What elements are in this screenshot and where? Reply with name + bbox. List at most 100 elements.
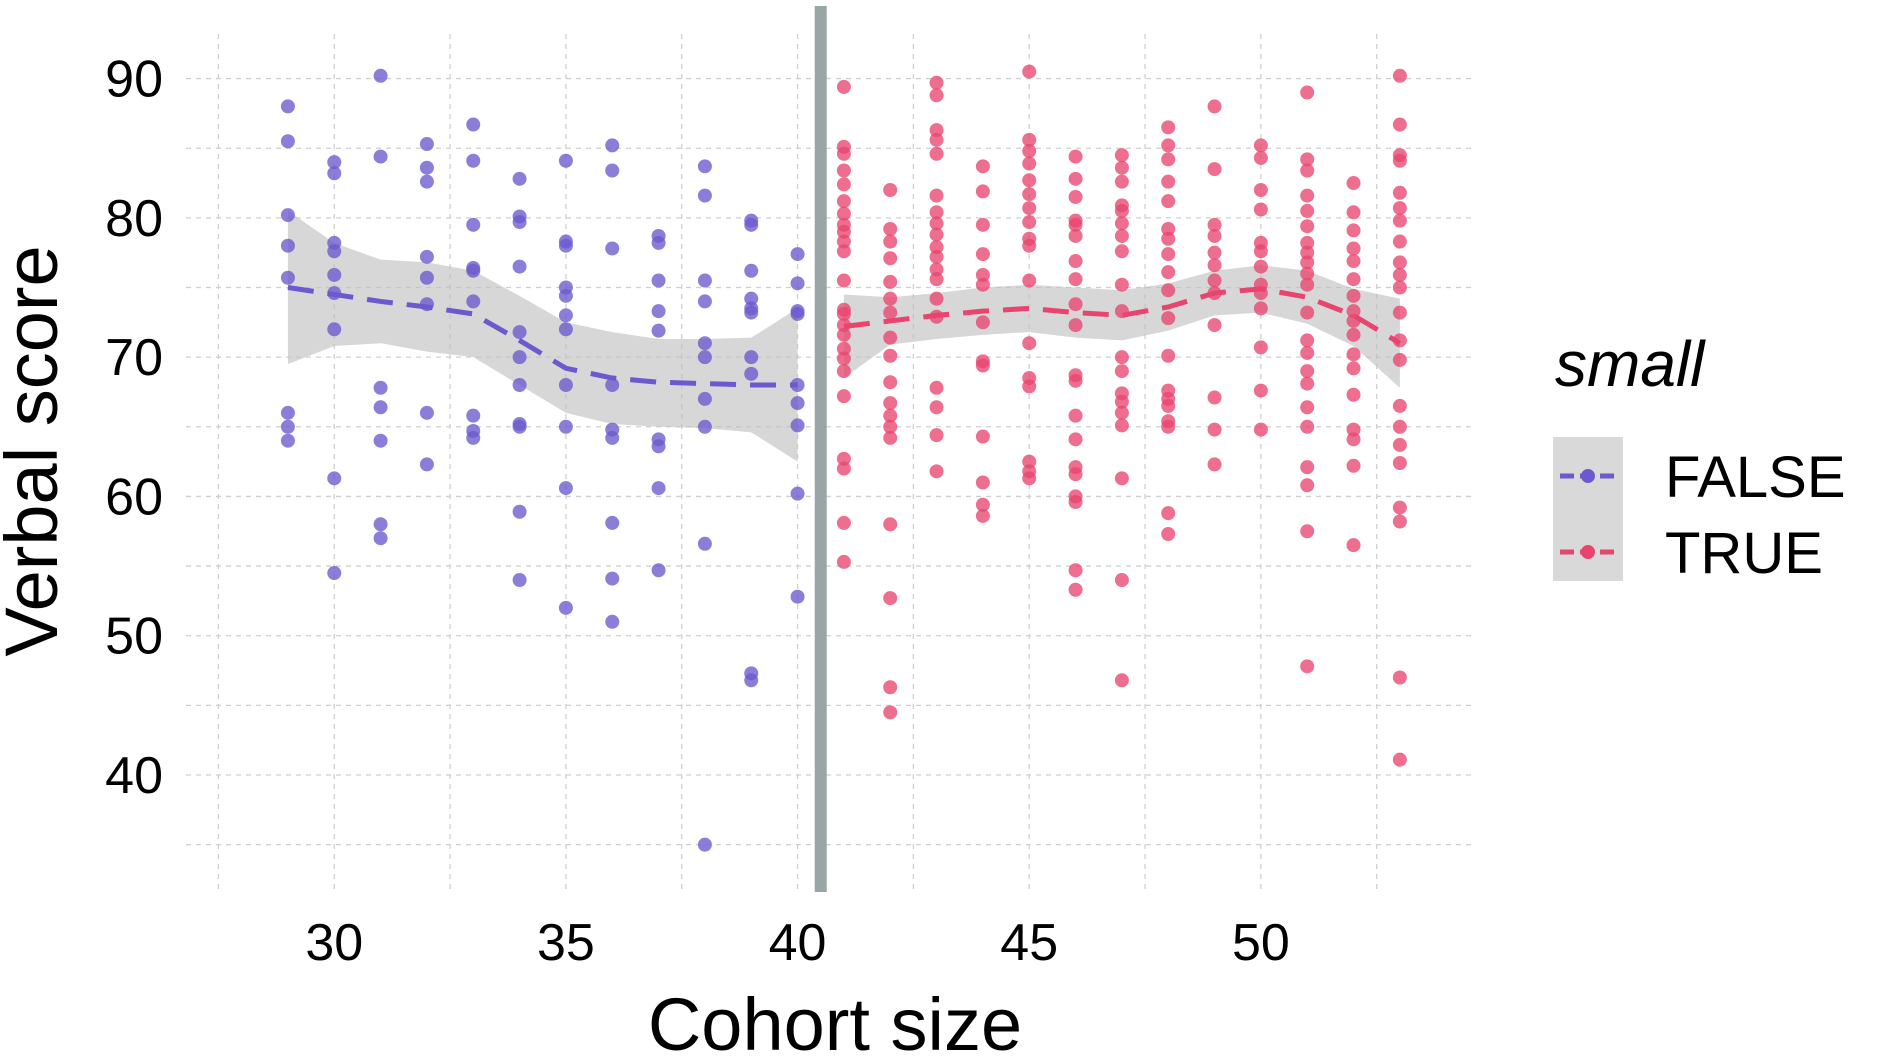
data-point-true <box>1300 400 1315 415</box>
data-point-false <box>744 673 759 688</box>
data-point-true <box>1392 752 1407 767</box>
data-point-true <box>1068 373 1083 388</box>
data-point-true <box>883 251 898 266</box>
data-point-true <box>929 428 944 443</box>
data-point-true <box>883 330 898 345</box>
data-point-true <box>836 79 851 94</box>
data-point-false <box>558 238 573 253</box>
data-point-true <box>929 146 944 161</box>
data-point-true <box>836 206 851 221</box>
data-point-true <box>1392 234 1407 249</box>
data-point-true <box>1207 245 1222 260</box>
data-point-true <box>1300 235 1315 250</box>
data-point-true <box>1300 219 1315 234</box>
data-point-true <box>1022 238 1037 253</box>
data-point-true <box>1392 185 1407 200</box>
data-point-true <box>1392 280 1407 295</box>
data-point-true <box>975 475 990 490</box>
data-point-false <box>744 291 759 306</box>
data-point-true <box>836 306 851 321</box>
data-point-true <box>929 75 944 90</box>
data-point-false <box>605 241 620 256</box>
data-point-true <box>1253 183 1268 197</box>
data-point-true <box>1253 150 1268 165</box>
data-point-true <box>929 400 944 415</box>
y-tick-label: 90 <box>105 51 163 109</box>
data-point-true <box>975 267 990 282</box>
data-point-true <box>1346 387 1361 402</box>
data-point-true <box>1253 138 1268 153</box>
data-point-true <box>1022 336 1037 351</box>
data-point-true <box>1392 500 1407 515</box>
y-tick-label: 80 <box>105 190 163 248</box>
data-point-true <box>1392 68 1407 83</box>
data-point-true <box>836 234 851 249</box>
data-point-true <box>1207 390 1222 405</box>
data-point-false <box>605 163 620 178</box>
data-point-true <box>929 380 944 395</box>
data-point-true <box>1114 160 1129 175</box>
data-point-true <box>1161 283 1176 298</box>
legend-label: TRUE <box>1665 521 1823 586</box>
data-point-false <box>744 366 759 381</box>
data-point-true <box>1392 670 1407 685</box>
data-point-false <box>558 419 573 434</box>
data-point-true <box>1300 245 1315 260</box>
data-point-true <box>1161 152 1176 167</box>
data-point-false <box>790 247 805 262</box>
data-point-true <box>1161 506 1176 521</box>
data-point-true <box>1346 538 1361 553</box>
data-point-true <box>1161 527 1176 542</box>
data-point-true <box>929 132 944 147</box>
data-point-false <box>466 117 481 132</box>
data-point-true <box>836 389 851 404</box>
data-point-true <box>1114 405 1129 420</box>
data-point-true <box>1253 244 1268 259</box>
data-point-true <box>1068 467 1083 482</box>
data-point-false <box>697 837 712 852</box>
data-point-true <box>1022 471 1037 486</box>
data-point-true <box>883 222 898 236</box>
data-point-true <box>1346 272 1361 287</box>
data-point-false <box>558 378 573 392</box>
data-point-true <box>1346 327 1361 342</box>
data-point-true <box>975 429 990 444</box>
data-point-false <box>558 153 573 168</box>
data-point-true <box>1207 273 1222 288</box>
data-point-true <box>1068 318 1083 333</box>
data-point-true <box>1114 216 1129 231</box>
data-point-true <box>836 163 851 178</box>
data-point-true <box>975 277 990 292</box>
y-axis-title: Verbal score <box>0 245 73 656</box>
data-point-true <box>1068 171 1083 186</box>
data-point-true <box>1392 201 1407 216</box>
data-point-true <box>1300 524 1315 539</box>
y-axis-ticks: 40 50 60 70 80 90 <box>105 51 163 805</box>
data-point-true <box>836 244 851 259</box>
data-point-false <box>790 276 805 291</box>
data-point-false <box>419 270 434 285</box>
data-point-false <box>466 153 481 168</box>
data-point-true <box>1022 187 1037 202</box>
data-point-false <box>512 171 527 186</box>
data-point-false <box>466 263 481 278</box>
data-point-true <box>1068 272 1083 287</box>
data-point-false <box>512 378 527 392</box>
data-point-true <box>1114 174 1129 189</box>
data-point-true <box>1114 244 1129 259</box>
data-point-true <box>929 240 944 255</box>
data-point-false <box>697 536 712 551</box>
data-point-true <box>883 348 898 363</box>
data-point-false <box>605 378 620 392</box>
data-point-false <box>466 294 481 309</box>
data-point-false <box>280 433 295 448</box>
data-point-true <box>1300 85 1315 100</box>
data-point-true <box>1022 156 1037 171</box>
data-point-true <box>975 358 990 373</box>
data-point-true <box>1161 194 1176 209</box>
data-point-true <box>836 341 851 356</box>
data-point-true <box>1300 376 1315 391</box>
data-point-false <box>744 217 759 232</box>
grid-lines <box>186 34 1474 892</box>
data-point-false <box>419 405 434 420</box>
